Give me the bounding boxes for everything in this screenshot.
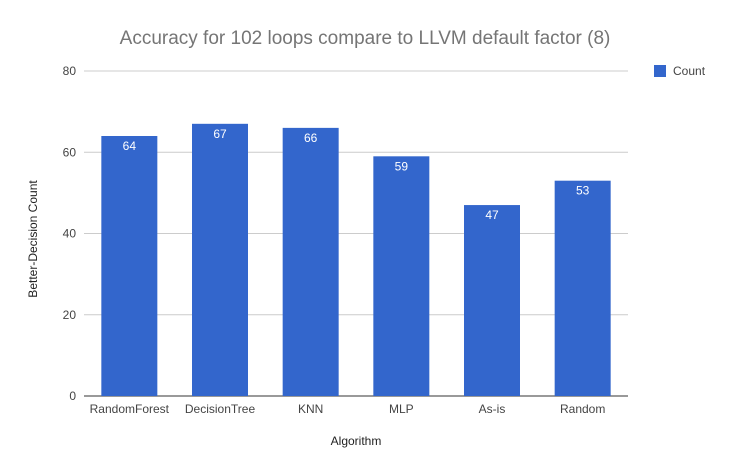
y-axis-ticks: 0 20 40 60 80: [63, 64, 77, 403]
x-axis-ticks: RandomForest DecisionTree KNN MLP As-is Rando…: [90, 402, 606, 416]
bar: [192, 123, 248, 396]
bar: [373, 156, 430, 396]
x-tick-label: MLP: [389, 402, 414, 416]
data-label: 59: [395, 159, 409, 173]
bars: [101, 123, 611, 396]
data-label: 66: [304, 131, 318, 145]
y-tick-label: 40: [63, 227, 77, 241]
x-axis-title: Algorithm: [331, 434, 382, 448]
gridlines: [84, 70, 628, 397]
data-label: 53: [576, 184, 590, 198]
legend-label: Count: [673, 64, 706, 78]
data-label: 67: [213, 127, 227, 141]
x-tick-label: DecisionTree: [185, 402, 256, 416]
x-tick-label: KNN: [298, 402, 323, 416]
x-tick-label: RandomForest: [90, 402, 170, 416]
x-tick-label: As-is: [479, 402, 506, 416]
y-tick-label: 20: [63, 308, 77, 322]
y-axis-title: Better-Decision Count: [26, 180, 40, 298]
x-tick-label: Random: [560, 402, 605, 416]
y-tick-label: 0: [69, 389, 76, 403]
bar: [282, 127, 339, 396]
data-labels: 64 67 66 59 47 53: [123, 127, 590, 222]
bar: [101, 136, 158, 396]
chart-title: Accuracy for 102 loops compare to LLVM d…: [120, 28, 611, 49]
legend-swatch: [654, 65, 666, 77]
data-label: 47: [485, 208, 499, 222]
legend: Count: [654, 64, 706, 78]
bar: [554, 180, 611, 396]
y-tick-label: 80: [63, 64, 77, 78]
bar: [464, 205, 520, 396]
data-label: 64: [123, 139, 137, 153]
y-tick-label: 60: [63, 145, 77, 159]
